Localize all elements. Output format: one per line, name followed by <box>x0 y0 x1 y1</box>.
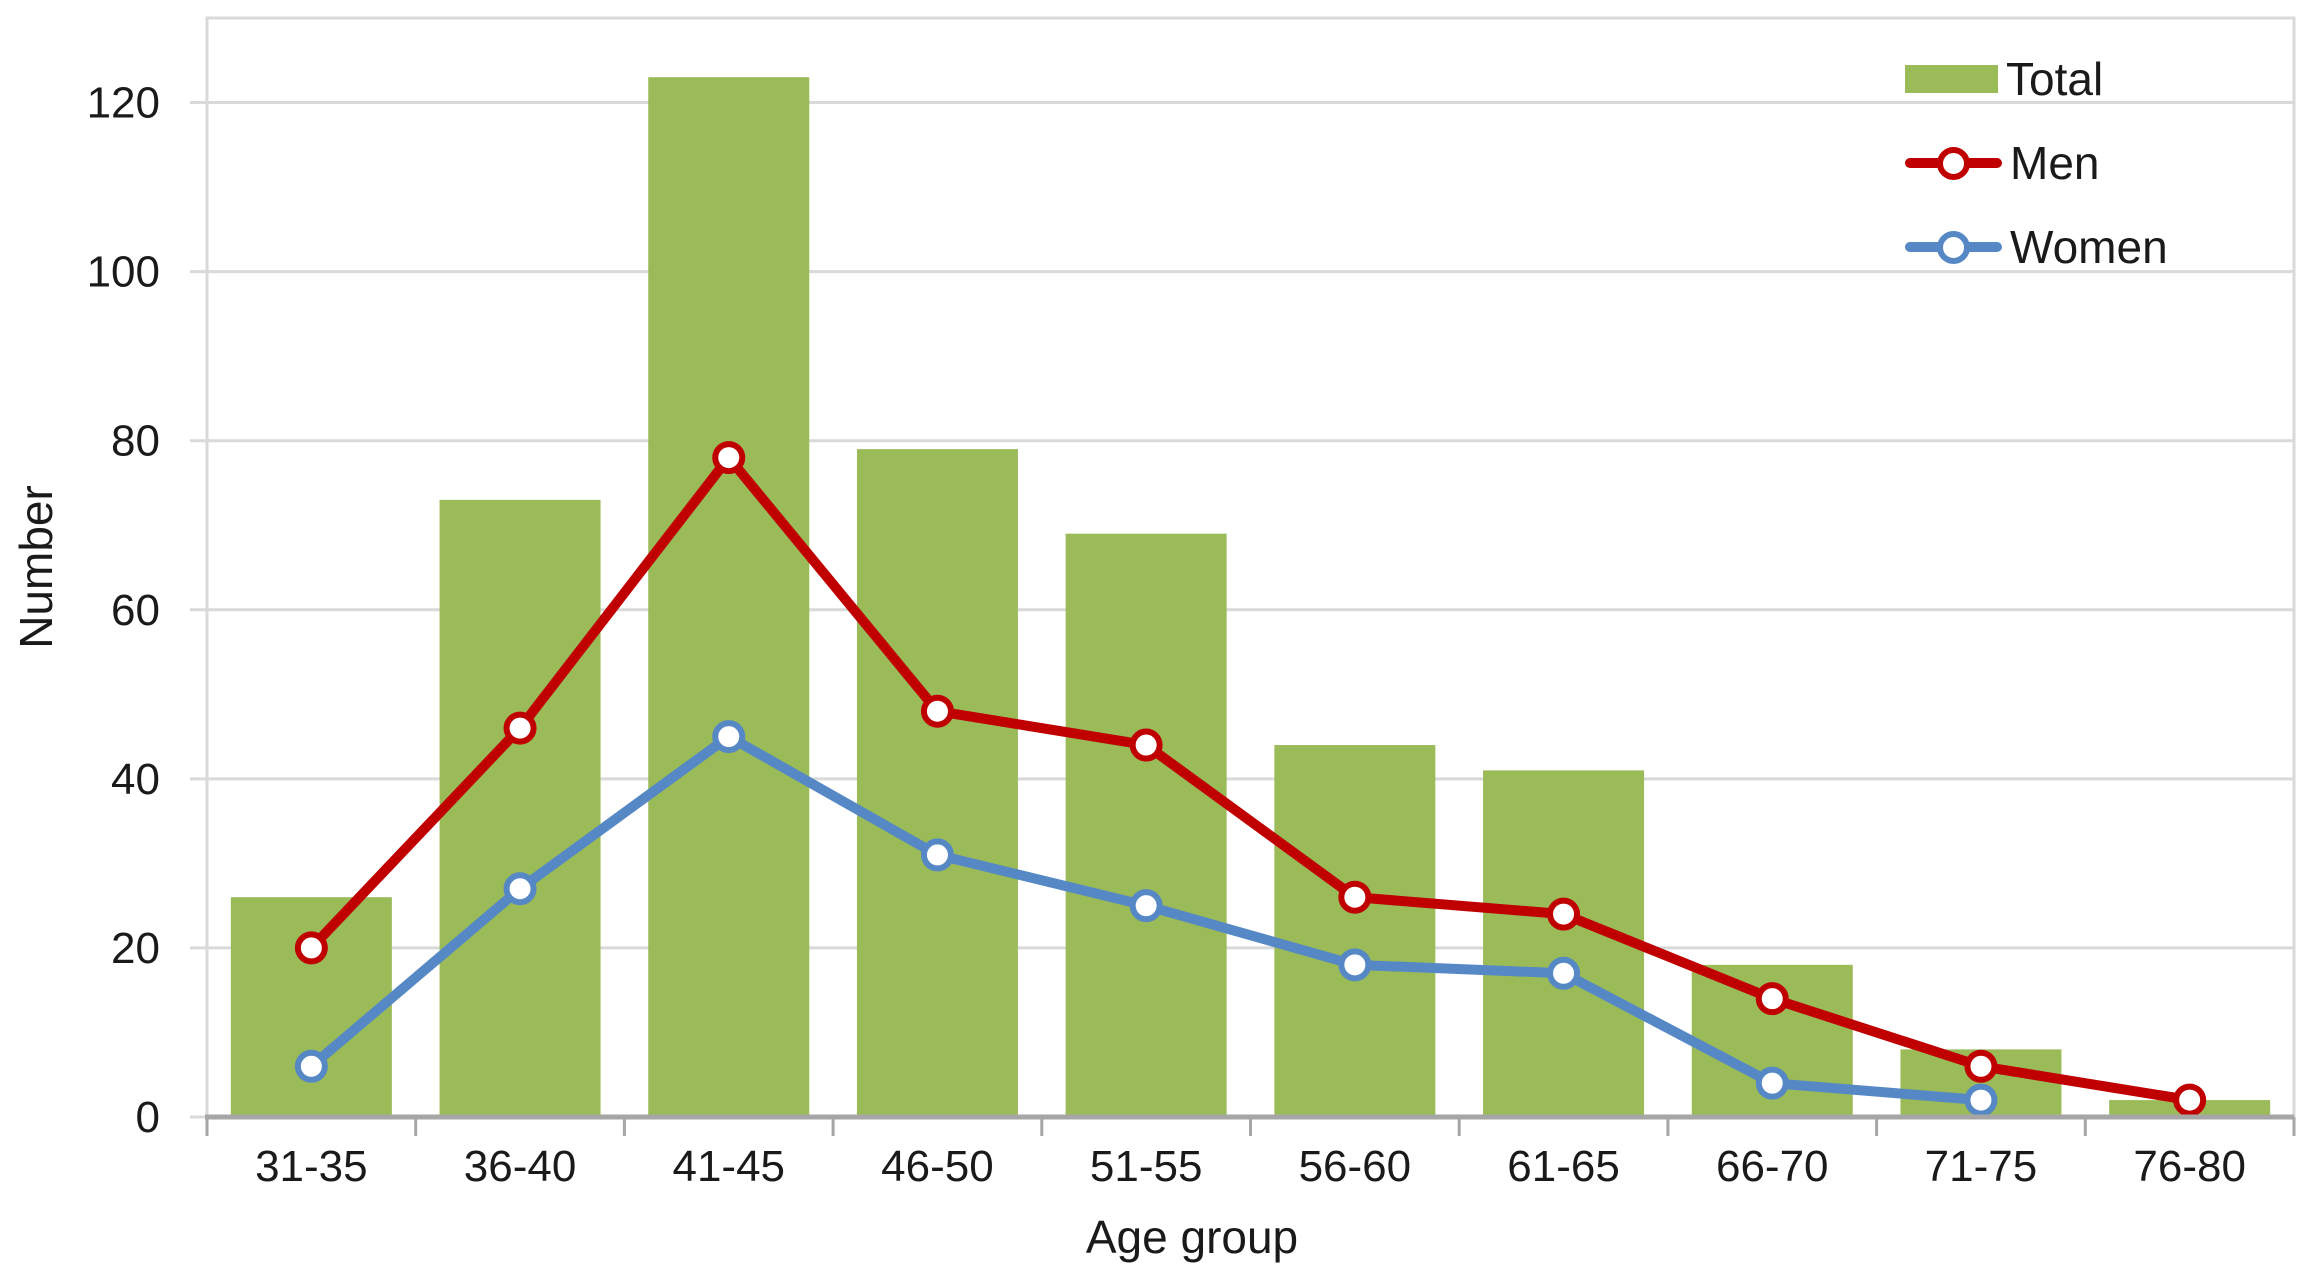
men-marker-66-70 <box>1755 982 1789 1016</box>
lines-layer <box>294 441 2207 1117</box>
x-tick-label-56-60: 56-60 <box>1299 1142 1412 1191</box>
x-tick-label-41-45: 41-45 <box>672 1142 785 1191</box>
bar-total-51-55 <box>1065 533 1227 1117</box>
women-marker-51-55 <box>1129 889 1163 923</box>
x-tick-labels-layer: 31-35 36-40 41-45 46-50 51-55 56-60 61-65 66-70… <box>255 1142 2246 1191</box>
bar-total-46-50 <box>856 449 1018 1118</box>
women-marker-36-40 <box>503 872 537 906</box>
bar-total-61-65 <box>1483 770 1645 1117</box>
bar-total-36-40 <box>439 499 601 1117</box>
women-marker-66-70 <box>1755 1066 1789 1100</box>
women-marker-46-50 <box>920 838 954 872</box>
x-tick-label-71-75: 71-75 <box>1925 1142 2038 1191</box>
legend-label-men: Men <box>2010 137 2100 189</box>
men-marker-51-55 <box>1129 728 1163 762</box>
y-tick-label-120: 120 <box>87 79 160 128</box>
legend-label-total: Total <box>2006 53 2104 105</box>
men-marker-71-75 <box>1964 1049 1998 1083</box>
men-marker-76-80 <box>2173 1083 2207 1117</box>
x-axis-title: Age group <box>1086 1211 1298 1263</box>
total-bar-swatch-icon <box>1905 65 1998 93</box>
y-tick-labels-layer: 0 20 40 60 80 100 120 <box>87 79 160 1142</box>
legend-item-men: Men <box>1905 139 2099 187</box>
legend-item-women: Women <box>1905 223 2168 271</box>
women-marker-31-35 <box>294 1049 328 1083</box>
bar-total-56-60 <box>1274 745 1436 1117</box>
x-tick-label-76-80: 76-80 <box>2133 1142 2246 1191</box>
x-tick-label-36-40: 36-40 <box>464 1142 577 1191</box>
y-tick-label-20: 20 <box>111 924 160 973</box>
men-line <box>306 452 2195 1106</box>
men-marker-41-45 <box>712 441 746 475</box>
bar-total-41-45 <box>648 77 810 1118</box>
bars-layer <box>230 77 2271 1118</box>
x-tick-label-46-50: 46-50 <box>881 1142 994 1191</box>
women-line-swatch-icon <box>1905 230 2002 264</box>
y-tick-label-0: 0 <box>136 1093 160 1142</box>
bar-total-31-35 <box>230 897 392 1117</box>
y-tick-label-40: 40 <box>111 755 160 804</box>
y-tick-label-60: 60 <box>111 586 160 635</box>
men-marker-46-50 <box>920 694 954 728</box>
x-tick-label-51-55: 51-55 <box>1090 1142 1203 1191</box>
x-tick-label-31-35: 31-35 <box>255 1142 368 1191</box>
men-marker-61-65 <box>1547 897 1581 931</box>
women-marker-56-60 <box>1338 948 1372 982</box>
y-axis-title: Number <box>10 485 62 649</box>
x-tick-label-61-65: 61-65 <box>1507 1142 1620 1191</box>
women-marker-71-75 <box>1964 1083 1998 1117</box>
x-tick-label-66-70: 66-70 <box>1716 1142 1829 1191</box>
women-marker-61-65 <box>1547 956 1581 990</box>
men-marker-56-60 <box>1338 880 1372 914</box>
men-marker-31-35 <box>294 931 328 965</box>
y-tick-label-100: 100 <box>87 248 160 297</box>
legend-item-total: Total <box>1905 55 2103 103</box>
men-line-swatch-icon <box>1905 146 2002 180</box>
men-marker-36-40 <box>503 711 537 745</box>
y-tick-label-80: 80 <box>111 417 160 466</box>
legend-label-women: Women <box>2010 221 2168 273</box>
axes-layer <box>190 16 2296 1136</box>
women-marker-41-45 <box>712 720 746 754</box>
